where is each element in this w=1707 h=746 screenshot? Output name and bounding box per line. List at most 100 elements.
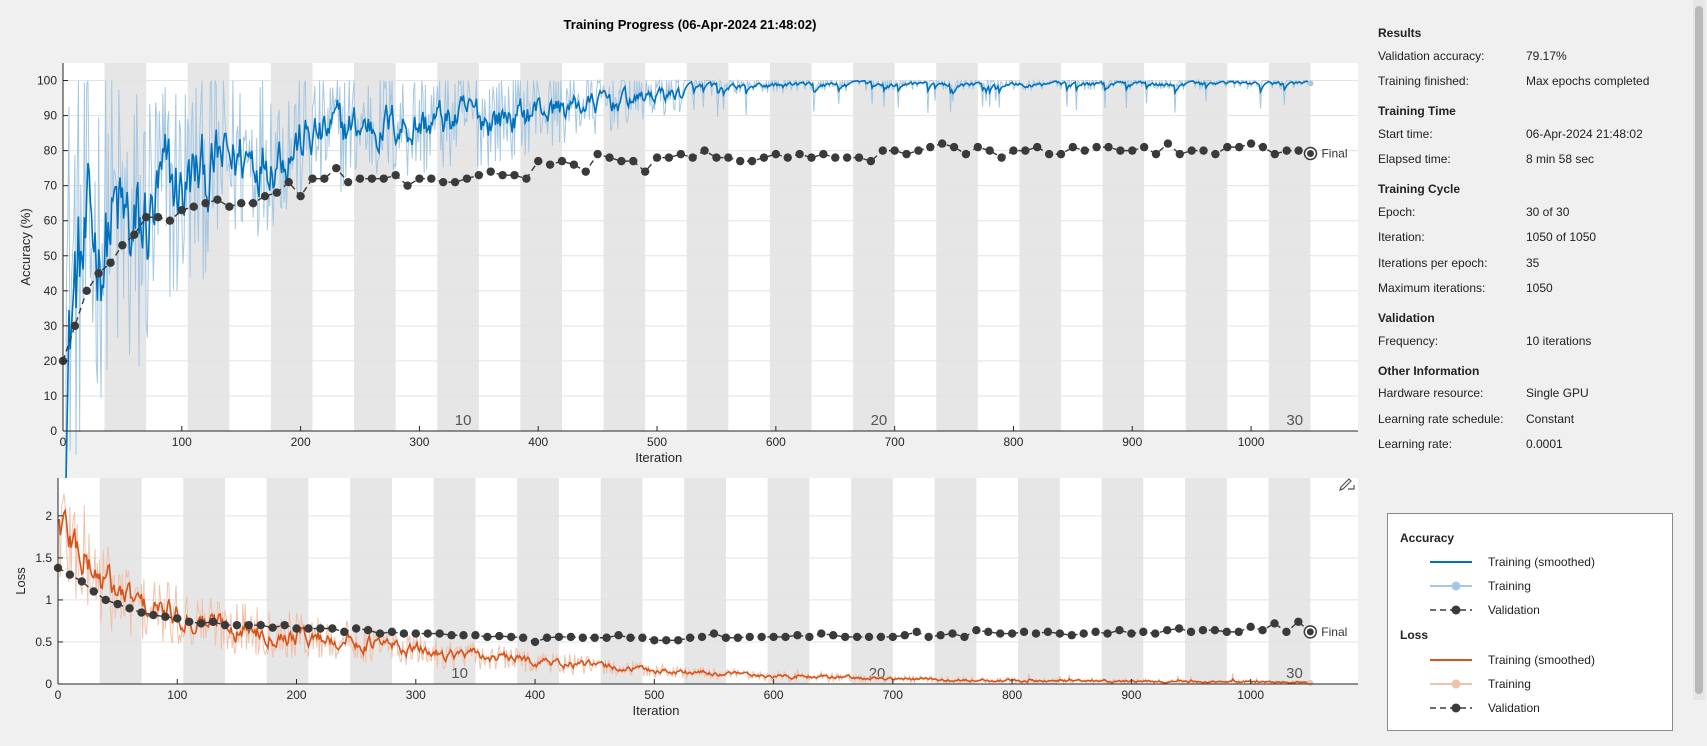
acc-x-tick-label: 0 (60, 435, 67, 449)
loss-validation-point (220, 620, 230, 630)
acc-validation-point (498, 170, 507, 180)
loss-x-tick-label: 800 (1002, 688, 1022, 702)
loss-validation-point (77, 577, 87, 586)
loss-epoch-band (934, 478, 977, 684)
info-row: Learning rate schedule: Constant (1378, 406, 1678, 432)
loss-validation-point (447, 631, 456, 640)
acc-epoch-label: 20 (871, 412, 888, 429)
loss-validation-point (1294, 617, 1303, 626)
acc-validation-point (296, 191, 305, 201)
scrollbar-thumb[interactable] (1695, 6, 1703, 694)
acc-validation-point (379, 174, 388, 183)
acc-validation-point (486, 167, 495, 176)
loss-validation-point (423, 629, 432, 638)
loss-validation-point (984, 627, 993, 637)
legend-accuracy-heading: Accuracy (1400, 531, 1455, 545)
acc-y-tick-label: 80 (44, 144, 58, 158)
acc-validation-point (118, 241, 127, 250)
acc-validation-line (62, 142, 1311, 362)
acc-y-tick-label: 10 (44, 389, 58, 403)
info-value: 1050 (1526, 281, 1553, 296)
acc-x-tick-label: 400 (528, 435, 548, 449)
acc-validation-point (783, 153, 792, 162)
loss-validation-point (590, 633, 599, 642)
acc-validation-point (1151, 149, 1161, 159)
acc-y-tick-label: 30 (44, 319, 58, 333)
loss-x-tick-label: 1000 (1237, 688, 1264, 702)
axes-edit-icon[interactable] (1338, 475, 1356, 491)
legend-loss-heading: Loss (1400, 628, 1429, 642)
loss-x-tick-label: 600 (764, 688, 784, 702)
loss-x-tick-label: 100 (167, 688, 187, 702)
info-label: Maximum iterations: (1378, 281, 1486, 296)
loss-validation-point (1234, 627, 1243, 637)
acc-validation-point (807, 153, 816, 162)
loss-validation-point (518, 633, 528, 642)
info-section-heading: Other Information (1378, 363, 1480, 378)
loss-y-tick-label: 0.5 (35, 635, 52, 649)
acc-validation-point (747, 156, 757, 166)
acc-final-label: Final (1321, 147, 1347, 161)
loss-validation-point (542, 633, 552, 642)
loss-validation-point (1258, 625, 1267, 635)
loss-epoch-band (1101, 478, 1144, 684)
legend-loss-training-label: Training (1488, 677, 1531, 691)
loss-validation-point (208, 617, 218, 626)
loss-validation-point (638, 633, 647, 642)
loss-validation-point (1067, 631, 1076, 640)
loss-x-tick-label: 400 (525, 688, 545, 702)
acc-x-tick-label: 800 (1003, 435, 1023, 449)
acc-x-tick-label: 700 (885, 435, 905, 449)
training-progress-charts: Training Progress (06-Apr-2024 21:48:02)… (13, 17, 1358, 718)
loss-validation-point (1174, 624, 1184, 633)
loss-validation-point (1186, 627, 1196, 637)
info-row: Epoch: 30 of 30 (1378, 199, 1678, 225)
loss-validation-point (435, 629, 444, 638)
loss-y-tick-label: 1 (45, 593, 52, 607)
loss-validation-point (113, 599, 122, 609)
loss-epoch-band (1018, 478, 1060, 684)
loss-validation-point (673, 636, 683, 645)
loss-validation-point (1031, 629, 1041, 638)
acc-validation-point (189, 202, 198, 211)
loss-validation-point (1151, 629, 1160, 638)
acc-validation-point (343, 177, 353, 187)
loss-validation-point (292, 624, 301, 633)
acc-validation-point (593, 149, 602, 159)
loss-training-smoothed-line (58, 507, 1311, 685)
acc-validation-point (522, 174, 531, 183)
acc-validation-point (237, 198, 246, 208)
loss-validation-point (1019, 627, 1029, 637)
acc-validation-point (890, 146, 899, 155)
loss-validation-point (685, 633, 695, 642)
acc-validation-point (640, 167, 650, 176)
info-row: Training finished: Max epochs completed (1378, 69, 1678, 95)
info-value: 30 of 30 (1526, 204, 1570, 219)
info-row: Maximum iterations: 1050 (1378, 276, 1678, 302)
acc-validation-point (403, 181, 412, 190)
loss-validation-point (483, 632, 492, 642)
acc-validation-point (617, 156, 626, 166)
info-value: Constant (1526, 411, 1575, 426)
vertical-scrollbar[interactable] (1693, 0, 1705, 700)
info-value: 79.17% (1526, 48, 1567, 63)
loss-training-final-point (1307, 679, 1314, 686)
acc-validation-point (248, 198, 258, 208)
loss-validation-point (554, 632, 564, 642)
loss-epoch-label: 30 (1286, 665, 1303, 682)
acc-epoch-band (520, 63, 562, 431)
loss-final-marker-dot (1306, 628, 1314, 636)
acc-y-tick-label: 0 (50, 424, 57, 438)
info-value: 0.0001 (1526, 437, 1563, 452)
acc-validation-point (427, 174, 436, 183)
acc-validation-point (308, 174, 317, 183)
acc-validation-point (854, 153, 864, 162)
loss-validation-point (507, 632, 516, 642)
acc-epoch-band (1102, 63, 1145, 431)
acc-validation-point (878, 146, 887, 155)
loss-validation-point (1139, 627, 1148, 637)
acc-validation-point (1128, 146, 1137, 155)
loss-epoch-label: 10 (451, 665, 468, 682)
info-label: Start time: (1378, 126, 1433, 141)
